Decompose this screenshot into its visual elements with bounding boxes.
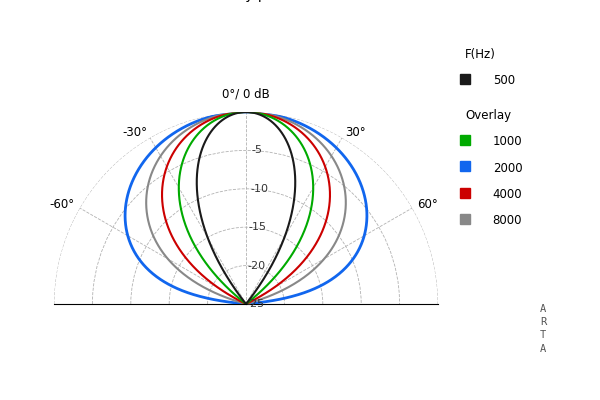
Text: -20: -20	[247, 261, 265, 271]
Text: 0°/ 0 dB: 0°/ 0 dB	[222, 88, 270, 100]
Text: Overlay: Overlay	[465, 109, 511, 122]
Title: Directivity pattern: Directivity pattern	[182, 0, 310, 2]
Text: -15: -15	[248, 222, 266, 232]
Text: F(Hz): F(Hz)	[465, 48, 496, 61]
Text: 30°: 30°	[345, 126, 365, 139]
Text: 2000: 2000	[493, 162, 523, 174]
Text: -30°: -30°	[122, 126, 147, 139]
Text: -25: -25	[246, 299, 264, 309]
Text: -5: -5	[251, 146, 262, 156]
Text: 60°: 60°	[418, 198, 439, 212]
Text: 1000: 1000	[493, 135, 523, 148]
Text: -10: -10	[250, 184, 268, 194]
Text: A
R
T
A: A R T A	[540, 304, 546, 354]
Text: 500: 500	[493, 74, 515, 87]
Text: 8000: 8000	[493, 214, 522, 227]
Text: -60°: -60°	[49, 198, 74, 212]
Text: 4000: 4000	[493, 188, 523, 201]
